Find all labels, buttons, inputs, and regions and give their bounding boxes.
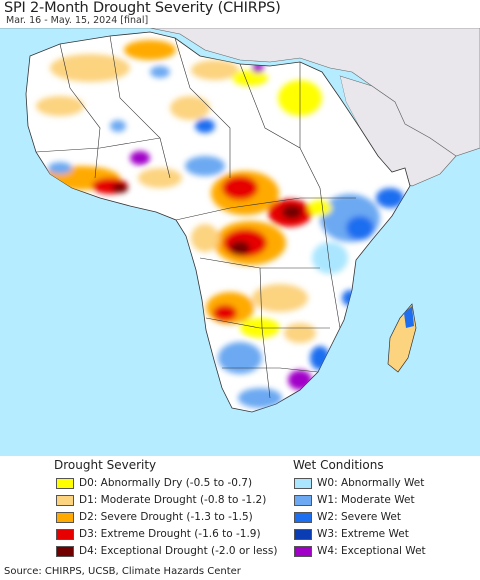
legend-item-w0: W0: Abnormally Wet bbox=[294, 476, 424, 490]
w3-swatch bbox=[294, 528, 312, 540]
no-data-land bbox=[0, 27, 480, 157]
legend-label-d4: D4: Exceptional Drought (-2.0 or less) bbox=[79, 545, 278, 557]
legend-label-d2: D2: Severe Drought (-1.3 to -1.5) bbox=[79, 511, 253, 523]
legend-item-w1: W1: Moderate Wet bbox=[294, 493, 415, 507]
legend: Drought Severity Wet Conditions D0: Abno… bbox=[0, 456, 480, 566]
country-borders bbox=[35, 35, 356, 399]
legend-item-d0: D0: Abnormally Dry (-0.5 to -0.7) bbox=[56, 476, 252, 490]
d1-swatch bbox=[56, 494, 74, 506]
legend-item-d2: D2: Severe Drought (-1.3 to -1.5) bbox=[56, 510, 253, 524]
legend-label-w1: W1: Moderate Wet bbox=[317, 494, 415, 506]
source-credit: Source: CHIRPS, UCSB, Climate Hazards Ce… bbox=[4, 566, 241, 577]
legend-label-d0: D0: Abnormally Dry (-0.5 to -0.7) bbox=[79, 477, 253, 489]
drought-pattern bbox=[36, 40, 404, 408]
w0-swatch bbox=[294, 477, 312, 489]
w2-swatch bbox=[294, 511, 312, 523]
map-subtitle: Mar. 16 - May. 15, 2024 [final] bbox=[6, 15, 149, 26]
legend-item-d3: D3: Extreme Drought (-1.6 to -1.9) bbox=[56, 527, 261, 541]
w1-swatch bbox=[294, 494, 312, 506]
legend-label-d3: D3: Extreme Drought (-1.6 to -1.9) bbox=[79, 528, 261, 540]
legend-item-d4: D4: Exceptional Drought (-2.0 or less) bbox=[56, 544, 277, 558]
legend-label-w4: W4: Exceptional Wet bbox=[317, 545, 426, 557]
legend-item-d1: D1: Moderate Drought (-0.8 to -1.2) bbox=[56, 493, 266, 507]
legend-label-w0: W0: Abnormally Wet bbox=[317, 477, 425, 489]
legend-item-w3: W3: Extreme Wet bbox=[294, 527, 409, 541]
d0-swatch bbox=[56, 477, 74, 489]
legend-label-w2: W2: Severe Wet bbox=[317, 511, 401, 523]
d4-swatch bbox=[56, 545, 74, 557]
legend-label-w3: W3: Extreme Wet bbox=[317, 528, 409, 540]
africa-map-svg bbox=[0, 27, 480, 460]
wet-legend-title: Wet Conditions bbox=[293, 458, 384, 472]
legend-label-d1: D1: Moderate Drought (-0.8 to -1.2) bbox=[79, 494, 267, 506]
d2-swatch bbox=[56, 511, 74, 523]
drought-legend-title: Drought Severity bbox=[54, 458, 157, 472]
legend-item-w4: W4: Exceptional Wet bbox=[294, 544, 426, 558]
map-title: SPI 2-Month Drought Severity (CHIRPS) bbox=[4, 0, 281, 16]
drought-map bbox=[0, 27, 480, 460]
w4-swatch bbox=[294, 545, 312, 557]
d3-swatch bbox=[56, 528, 74, 540]
legend-item-w2: W2: Severe Wet bbox=[294, 510, 401, 524]
